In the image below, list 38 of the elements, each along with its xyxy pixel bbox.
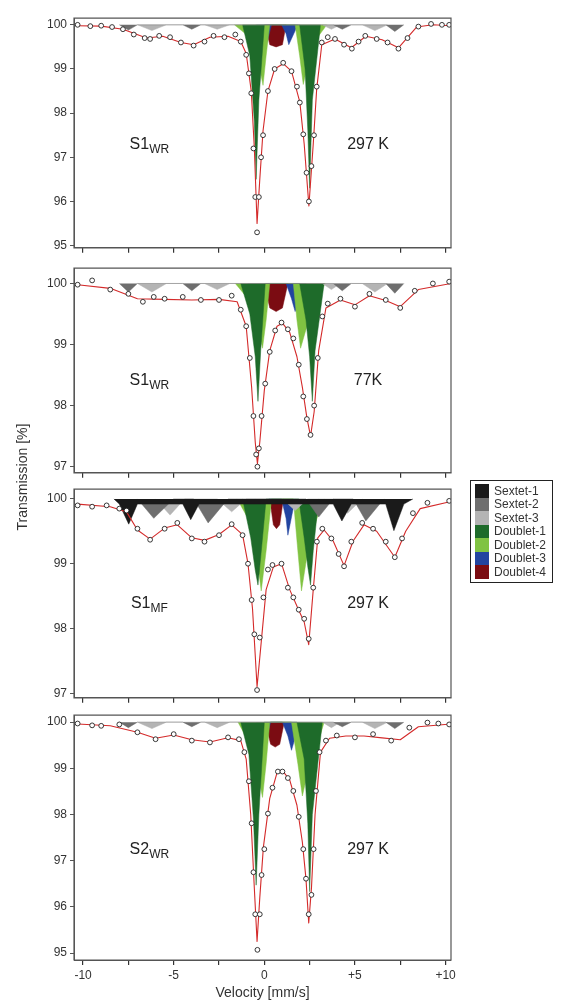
y-tick-label: 97: [53, 149, 68, 164]
legend-label: Doublet-4: [494, 564, 547, 579]
y-tick-label: 96: [53, 899, 68, 914]
legend-label: Doublet-1: [494, 524, 547, 539]
legend-label: Doublet-3: [494, 551, 547, 566]
y-tick-label: 98: [53, 620, 68, 635]
x-tick-label: -5: [168, 967, 180, 982]
y-tick-label: 96: [53, 193, 68, 208]
x-tick-label: +5: [348, 967, 363, 982]
y-tick-label: 99: [53, 556, 68, 571]
y-tick-label: 99: [53, 336, 68, 351]
y-tick-label: 98: [53, 806, 68, 821]
y-axis-title: Transmission [%]: [14, 423, 30, 531]
legend-label: Sextet-2: [494, 497, 539, 512]
y-tick-label: 100: [46, 275, 68, 290]
y-tick-label: 99: [53, 760, 68, 775]
y-tick-label: 97: [53, 459, 68, 474]
annotation: 297 K: [347, 594, 390, 612]
y-tick-label: 100: [46, 714, 68, 729]
x-tick-label: -10: [74, 967, 93, 982]
y-tick-label: 100: [46, 491, 68, 506]
y-tick-label: 100: [46, 17, 68, 32]
legend-label: Sextet-1: [494, 483, 539, 498]
y-tick-label: 99: [53, 61, 68, 76]
x-axis-title: Velocity [mm/s]: [215, 984, 310, 1001]
legend-label: Doublet-2: [494, 537, 547, 552]
annotation: 297 K: [347, 840, 390, 858]
y-tick-label: 98: [53, 105, 68, 120]
y-tick-label: 97: [53, 685, 68, 700]
y-tick-label: 98: [53, 397, 68, 412]
x-tick-label: 0: [260, 967, 268, 982]
y-tick-label: 95: [53, 237, 68, 252]
annotation: 77K: [353, 371, 383, 389]
legend-label: Sextet-3: [494, 510, 539, 525]
annotation: 297 K: [347, 134, 390, 152]
x-tick-label: +10: [435, 967, 457, 982]
y-tick-label: 97: [53, 853, 68, 868]
y-tick-label: 95: [53, 945, 68, 960]
